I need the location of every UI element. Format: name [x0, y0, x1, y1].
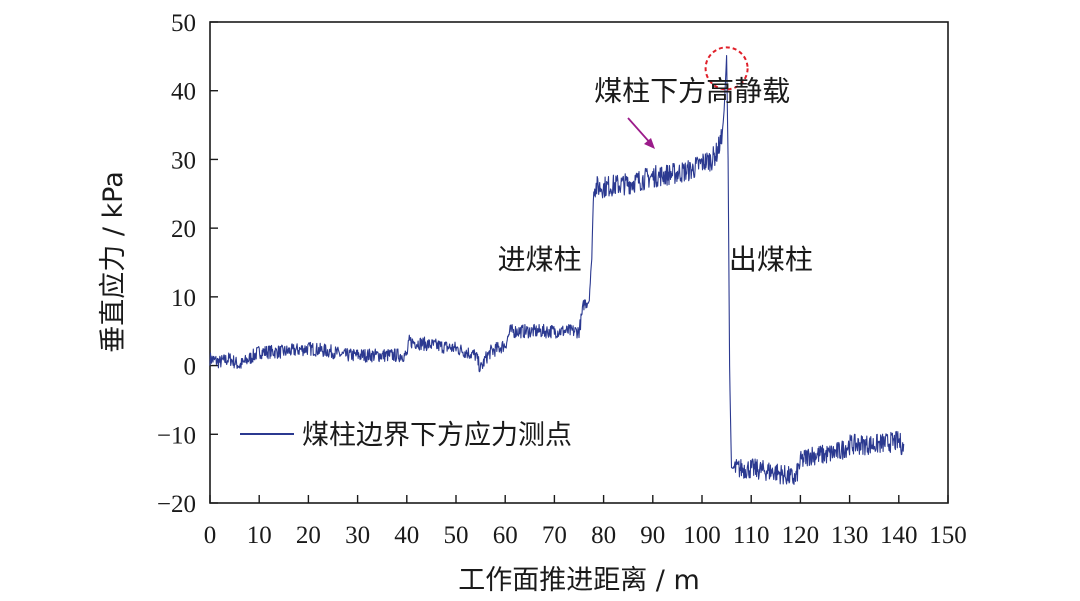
- x-tick-label: 150: [929, 522, 967, 549]
- annotation-arrow: [627, 117, 655, 149]
- y-tick-label: 40: [171, 79, 196, 106]
- y-tick-label: 50: [171, 10, 196, 37]
- legend-label: 煤柱边界下方应力测点: [302, 420, 572, 451]
- x-tick-label: 110: [733, 522, 770, 549]
- y-tick-label: 20: [171, 216, 196, 243]
- y-tick-label: 10: [171, 285, 196, 312]
- x-tick-label: 70: [542, 522, 567, 549]
- y-axis-ticks: −20 −10 0 10 20 30 40 50: [157, 10, 218, 518]
- x-tick-label: 50: [444, 522, 469, 549]
- y-tick-label: 0: [184, 354, 197, 381]
- legend: 煤柱边界下方应力测点: [240, 420, 572, 451]
- series-layer: [209, 55, 905, 485]
- annotation-exit-pillar: 出煤柱: [729, 243, 813, 276]
- series-line: [209, 55, 905, 485]
- x-tick-label: 30: [345, 522, 370, 549]
- y-axis-label: 垂直应力 / kPa: [98, 171, 129, 353]
- x-tick-label: 140: [880, 522, 918, 549]
- x-tick-label: 80: [591, 522, 616, 549]
- x-tick-label: 130: [831, 522, 869, 549]
- x-tick-label: 10: [247, 522, 272, 549]
- peak-highlight-circle: [704, 46, 749, 91]
- y-tick-label: −20: [157, 491, 196, 518]
- annotation-high-static-load: 煤柱下方高静载: [594, 75, 790, 108]
- plot-area: [209, 21, 949, 504]
- y-tick-label: −10: [157, 422, 196, 449]
- x-tick-label: 120: [782, 522, 820, 549]
- annotation-enter-pillar: 进煤柱: [498, 243, 582, 276]
- y-tick-label: 30: [171, 147, 196, 174]
- x-tick-label: 40: [394, 522, 419, 549]
- x-axis-label: 工作面推进距离 / m: [458, 565, 700, 596]
- x-tick-label: 100: [683, 522, 721, 549]
- x-tick-label: 60: [493, 522, 518, 549]
- x-tick-label: 20: [296, 522, 321, 549]
- x-tick-label: 90: [640, 522, 665, 549]
- x-tick-label: 0: [204, 522, 217, 549]
- x-axis-ticks: 0 10 20 30 40 50 60 70 80 90 100 110 120 130 140 150: [204, 495, 967, 549]
